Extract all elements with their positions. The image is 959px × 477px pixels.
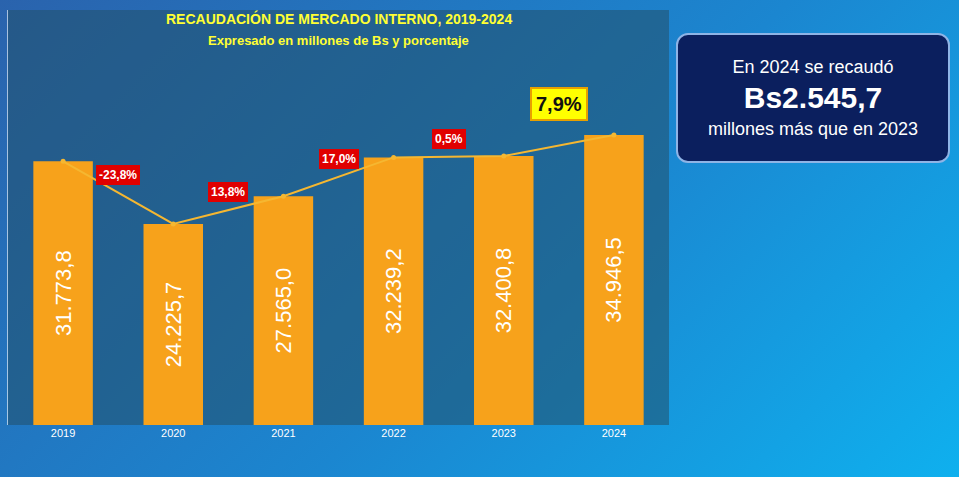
svg-text:7,9%: 7,9% — [536, 93, 582, 115]
html-text:En 2024 se recaudó: En 2024 se recaudó — [732, 57, 894, 77]
svg-text:2019: 2019 — [51, 427, 75, 439]
svg-text:2023: 2023 — [492, 427, 516, 439]
html-text:millones más que en 2023: millones más que en 2023 — [707, 119, 919, 139]
svg-text:24.225,7: 24.225,7 — [161, 282, 186, 368]
svg-text:32.400,8: 32.400,8 — [491, 248, 516, 334]
svg-text:2020: 2020 — [161, 427, 185, 439]
svg-text:32.239,2: 32.239,2 — [381, 248, 406, 334]
svg-text:34.946,5: 34.946,5 — [601, 237, 626, 323]
svg-text:31.773,8: 31.773,8 — [51, 250, 76, 336]
svg-text:RECAUDACIÓN DE MERCADO INTERNO: RECAUDACIÓN DE MERCADO INTERNO, 2019-202… — [166, 10, 512, 27]
svg-text:2024: 2024 — [602, 427, 626, 439]
svg-text:2022: 2022 — [381, 427, 405, 439]
svg-text:17,0%: 17,0% — [322, 152, 356, 166]
svg-text:Expresado en millones de Bs y: Expresado en millones de Bs y porcentaje — [208, 33, 469, 48]
svg-text:2021: 2021 — [271, 427, 295, 439]
svg-text:27.565,0: 27.565,0 — [271, 268, 296, 354]
svg-text:-23,8%: -23,8% — [99, 168, 137, 182]
svg-text:0,5%: 0,5% — [435, 132, 463, 146]
svg-text:13,8%: 13,8% — [211, 185, 245, 199]
html-text:Bs2.545,7: Bs2.545,7 — [743, 81, 883, 114]
